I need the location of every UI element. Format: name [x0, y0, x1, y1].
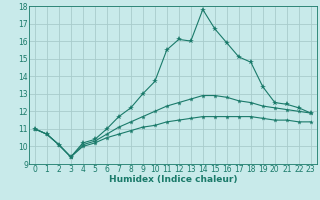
X-axis label: Humidex (Indice chaleur): Humidex (Indice chaleur)	[108, 175, 237, 184]
